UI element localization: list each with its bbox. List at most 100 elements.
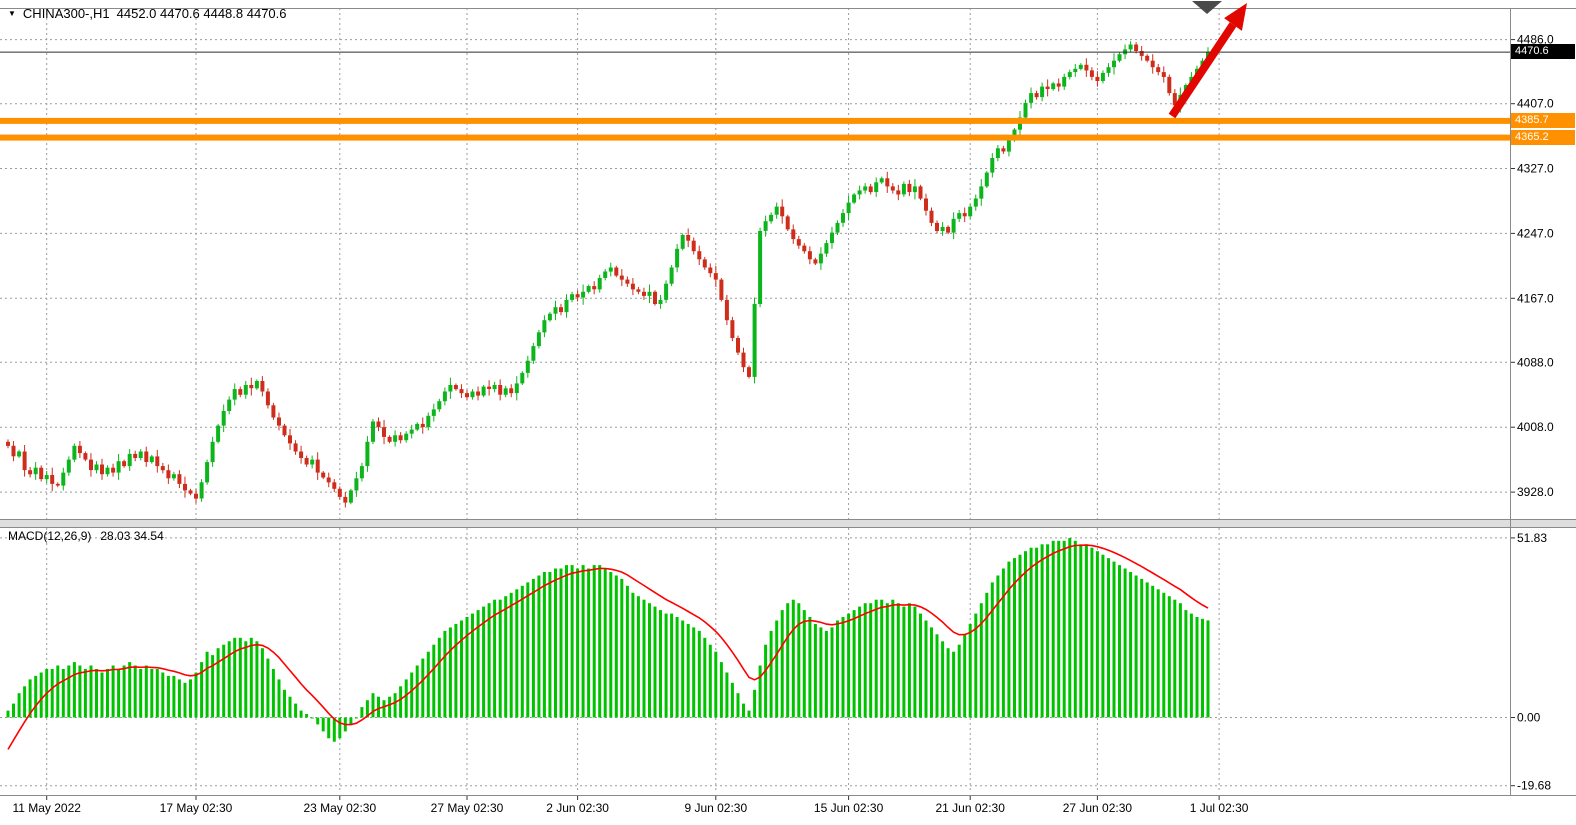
candle bbox=[199, 482, 204, 499]
macd-histogram-bar bbox=[122, 665, 126, 718]
current-price-badge: 4470.6 bbox=[1511, 44, 1575, 59]
macd-histogram-bar bbox=[205, 651, 209, 718]
candle bbox=[973, 198, 978, 207]
macd-histogram-bar bbox=[1112, 561, 1116, 718]
macd-histogram-bar bbox=[874, 599, 878, 718]
macd-histogram-bar bbox=[354, 717, 358, 719]
macd-histogram-bar bbox=[930, 627, 933, 718]
macd-histogram-bar bbox=[277, 679, 281, 718]
macd-histogram-bar bbox=[415, 665, 419, 718]
macd-histogram-bar bbox=[365, 700, 369, 718]
macd-histogram-bar bbox=[421, 658, 425, 718]
macd-histogram-bar bbox=[769, 630, 773, 718]
macd-histogram-bar bbox=[891, 599, 895, 718]
candle bbox=[155, 456, 160, 467]
candle bbox=[343, 496, 348, 503]
candle bbox=[210, 441, 215, 463]
candle bbox=[144, 451, 149, 462]
macd-histogram-bar bbox=[371, 693, 375, 718]
candle bbox=[514, 383, 519, 394]
price-tick-label: 3928.0 bbox=[1517, 485, 1554, 499]
candle bbox=[17, 451, 22, 457]
candle bbox=[835, 222, 840, 233]
candle bbox=[542, 320, 547, 333]
macd-histogram-bar bbox=[249, 637, 253, 718]
macd-histogram-bar bbox=[764, 644, 768, 718]
trend-arrow-head[interactable] bbox=[1224, 3, 1247, 31]
macd-histogram-bar bbox=[648, 603, 651, 718]
macd-histogram-bar bbox=[50, 669, 54, 718]
candle bbox=[442, 391, 447, 402]
candle bbox=[675, 248, 680, 268]
macd-histogram-bar bbox=[946, 648, 950, 718]
macd-histogram-bar bbox=[227, 641, 231, 718]
macd-histogram-bar bbox=[17, 693, 21, 718]
candle bbox=[918, 186, 923, 199]
macd-histogram-bar bbox=[603, 568, 607, 718]
macd-histogram-bar bbox=[200, 662, 204, 718]
candle bbox=[901, 183, 906, 195]
candle bbox=[724, 299, 729, 321]
macd-histogram-bar bbox=[67, 665, 71, 718]
macd-histogram-bar bbox=[56, 665, 60, 718]
candle bbox=[243, 385, 248, 395]
pane-separator[interactable] bbox=[0, 519, 1576, 527]
macd-histogram-bar bbox=[117, 669, 121, 718]
candle bbox=[39, 467, 44, 480]
macd-histogram-bar bbox=[1007, 561, 1011, 718]
candle bbox=[957, 213, 962, 219]
macd-histogram-bar bbox=[177, 679, 181, 718]
macd-histogram-bar bbox=[12, 703, 15, 718]
candle bbox=[912, 186, 917, 193]
macd-histogram-bar bbox=[609, 572, 613, 718]
macd-histogram-bar bbox=[902, 606, 906, 718]
macd-histogram-bar bbox=[194, 672, 198, 718]
macd-histogram-bar bbox=[531, 578, 535, 718]
candle bbox=[625, 279, 630, 284]
candle bbox=[227, 399, 232, 411]
candle bbox=[968, 206, 973, 217]
macd-histogram-bar bbox=[471, 613, 474, 718]
macd-histogram-bar bbox=[703, 637, 707, 718]
symbol-title: CHINA300-,H1 bbox=[22, 6, 110, 21]
candle bbox=[846, 202, 851, 214]
candle bbox=[260, 381, 265, 392]
macd-histogram-bar bbox=[305, 714, 309, 718]
candle bbox=[216, 425, 221, 442]
date-tick-label: 21 Jun 02:30 bbox=[935, 801, 1005, 815]
macd-histogram-bar bbox=[515, 589, 519, 718]
macd-histogram-bar bbox=[139, 669, 143, 718]
macd-histogram-bar bbox=[294, 703, 298, 718]
candle bbox=[1106, 67, 1111, 73]
macd-histogram-bar bbox=[736, 693, 740, 718]
candle bbox=[254, 381, 259, 389]
resistance-band[interactable] bbox=[0, 134, 1510, 141]
candle bbox=[94, 464, 99, 471]
candle bbox=[348, 490, 353, 503]
candle bbox=[188, 490, 193, 494]
resistance-badge-2: 4365.2 bbox=[1511, 130, 1575, 145]
macd-histogram-bar bbox=[28, 679, 32, 718]
candle bbox=[160, 466, 165, 471]
candle bbox=[44, 475, 49, 480]
date-tick-label: 23 May 02:30 bbox=[303, 801, 376, 815]
candle bbox=[503, 388, 508, 395]
resistance-band[interactable] bbox=[0, 117, 1510, 124]
symbol-dropdown-icon[interactable]: ▼ bbox=[8, 9, 16, 18]
candle bbox=[437, 401, 442, 410]
candle bbox=[575, 294, 580, 298]
date-tick-label: 27 May 02:30 bbox=[431, 801, 504, 815]
candle bbox=[171, 474, 176, 479]
candle bbox=[1161, 72, 1166, 77]
candle bbox=[979, 186, 984, 199]
macd-histogram-bar bbox=[697, 630, 701, 718]
candle bbox=[105, 467, 110, 475]
candle bbox=[194, 493, 198, 499]
macd-histogram-bar bbox=[979, 603, 983, 718]
candle bbox=[315, 459, 320, 473]
candle bbox=[697, 251, 702, 260]
candle bbox=[205, 462, 210, 483]
trend-arrow[interactable] bbox=[1168, 22, 1237, 119]
triangle-marker[interactable] bbox=[1192, 1, 1222, 14]
